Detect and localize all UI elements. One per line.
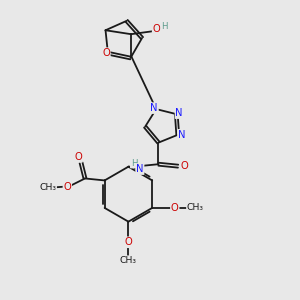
Text: N: N bbox=[136, 164, 144, 174]
Text: O: O bbox=[180, 161, 188, 171]
Text: O: O bbox=[171, 203, 179, 213]
Text: O: O bbox=[124, 237, 132, 247]
Text: N: N bbox=[178, 130, 185, 140]
Text: N: N bbox=[150, 103, 158, 113]
Text: CH₃: CH₃ bbox=[39, 183, 56, 192]
Text: O: O bbox=[153, 24, 160, 34]
Text: N: N bbox=[176, 108, 183, 118]
Text: CH₃: CH₃ bbox=[187, 203, 204, 212]
Text: O: O bbox=[63, 182, 71, 192]
Text: O: O bbox=[74, 152, 82, 162]
Text: H: H bbox=[161, 22, 168, 31]
Text: CH₃: CH₃ bbox=[120, 256, 137, 266]
Text: O: O bbox=[102, 48, 110, 58]
Text: H: H bbox=[131, 159, 137, 168]
